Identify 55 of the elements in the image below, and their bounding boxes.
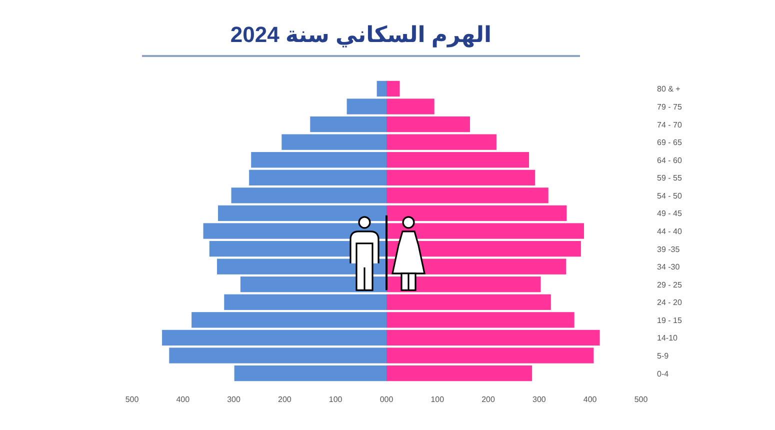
x-tick-label: 300: [227, 395, 242, 404]
y-tick-label: 14-10: [657, 334, 678, 343]
x-tick-label: 500: [125, 395, 140, 404]
y-tick-label: 34 -30: [657, 262, 680, 272]
x-tick-label: 000: [380, 395, 394, 404]
y-tick-label: 19 - 15: [657, 316, 682, 325]
x-tick-label: 200: [278, 395, 292, 404]
bar: [386, 98, 434, 114]
y-tick-label: 39 -35: [657, 244, 680, 254]
bar: [386, 116, 470, 132]
x-tick-label: 100: [430, 395, 445, 404]
y-tick-label: 24 - 20: [657, 298, 682, 308]
bar: [386, 312, 574, 328]
bar: [249, 170, 386, 186]
bar: [386, 134, 496, 150]
bar: [376, 80, 386, 97]
bar: [386, 205, 567, 222]
y-tick-label: 79 - 75: [657, 102, 682, 112]
y-tick-label: 29 - 25: [657, 280, 682, 290]
chart-title: الهرم السكاني سنة 2024: [230, 22, 492, 48]
bar: [192, 312, 386, 328]
bar: [234, 365, 386, 382]
bar: [251, 152, 386, 168]
bar: [282, 134, 386, 150]
bar: [310, 116, 386, 132]
bar: [386, 152, 530, 168]
x-tick-label: 100: [328, 395, 343, 404]
bar: [386, 365, 532, 382]
bar: [386, 330, 600, 346]
y-tick-label: 5-9: [657, 352, 670, 360]
y-tick-label: 0-4: [657, 369, 670, 378]
bar: [346, 98, 386, 114]
y-tick-label: 49 - 45: [657, 209, 682, 218]
bar: [386, 170, 536, 186]
y-tick-label: 59 - 55: [657, 174, 682, 183]
x-tick-label: 200: [482, 395, 496, 404]
x-tick-label: 400: [176, 395, 190, 404]
bar: [224, 294, 386, 310]
y-tick-label: 80 & +: [657, 84, 681, 94]
bar: [386, 188, 548, 204]
bar: [218, 205, 386, 222]
x-tick-label: 400: [583, 395, 598, 404]
bar: [162, 330, 386, 346]
y-tick-label: 74 - 70: [657, 120, 682, 130]
x-tick-label: 500: [634, 395, 648, 404]
y-tick-label: 64 - 60: [657, 156, 682, 165]
x-tick-label: 300: [532, 395, 546, 404]
bar: [386, 80, 400, 97]
bar: [386, 348, 594, 364]
y-tick-label: 44 - 40: [657, 227, 682, 236]
bar: [386, 294, 551, 310]
bar: [231, 188, 386, 204]
y-tick-label: 69 - 65: [657, 138, 682, 148]
bar: [169, 348, 386, 364]
y-tick-label: 54 - 50: [657, 191, 682, 200]
